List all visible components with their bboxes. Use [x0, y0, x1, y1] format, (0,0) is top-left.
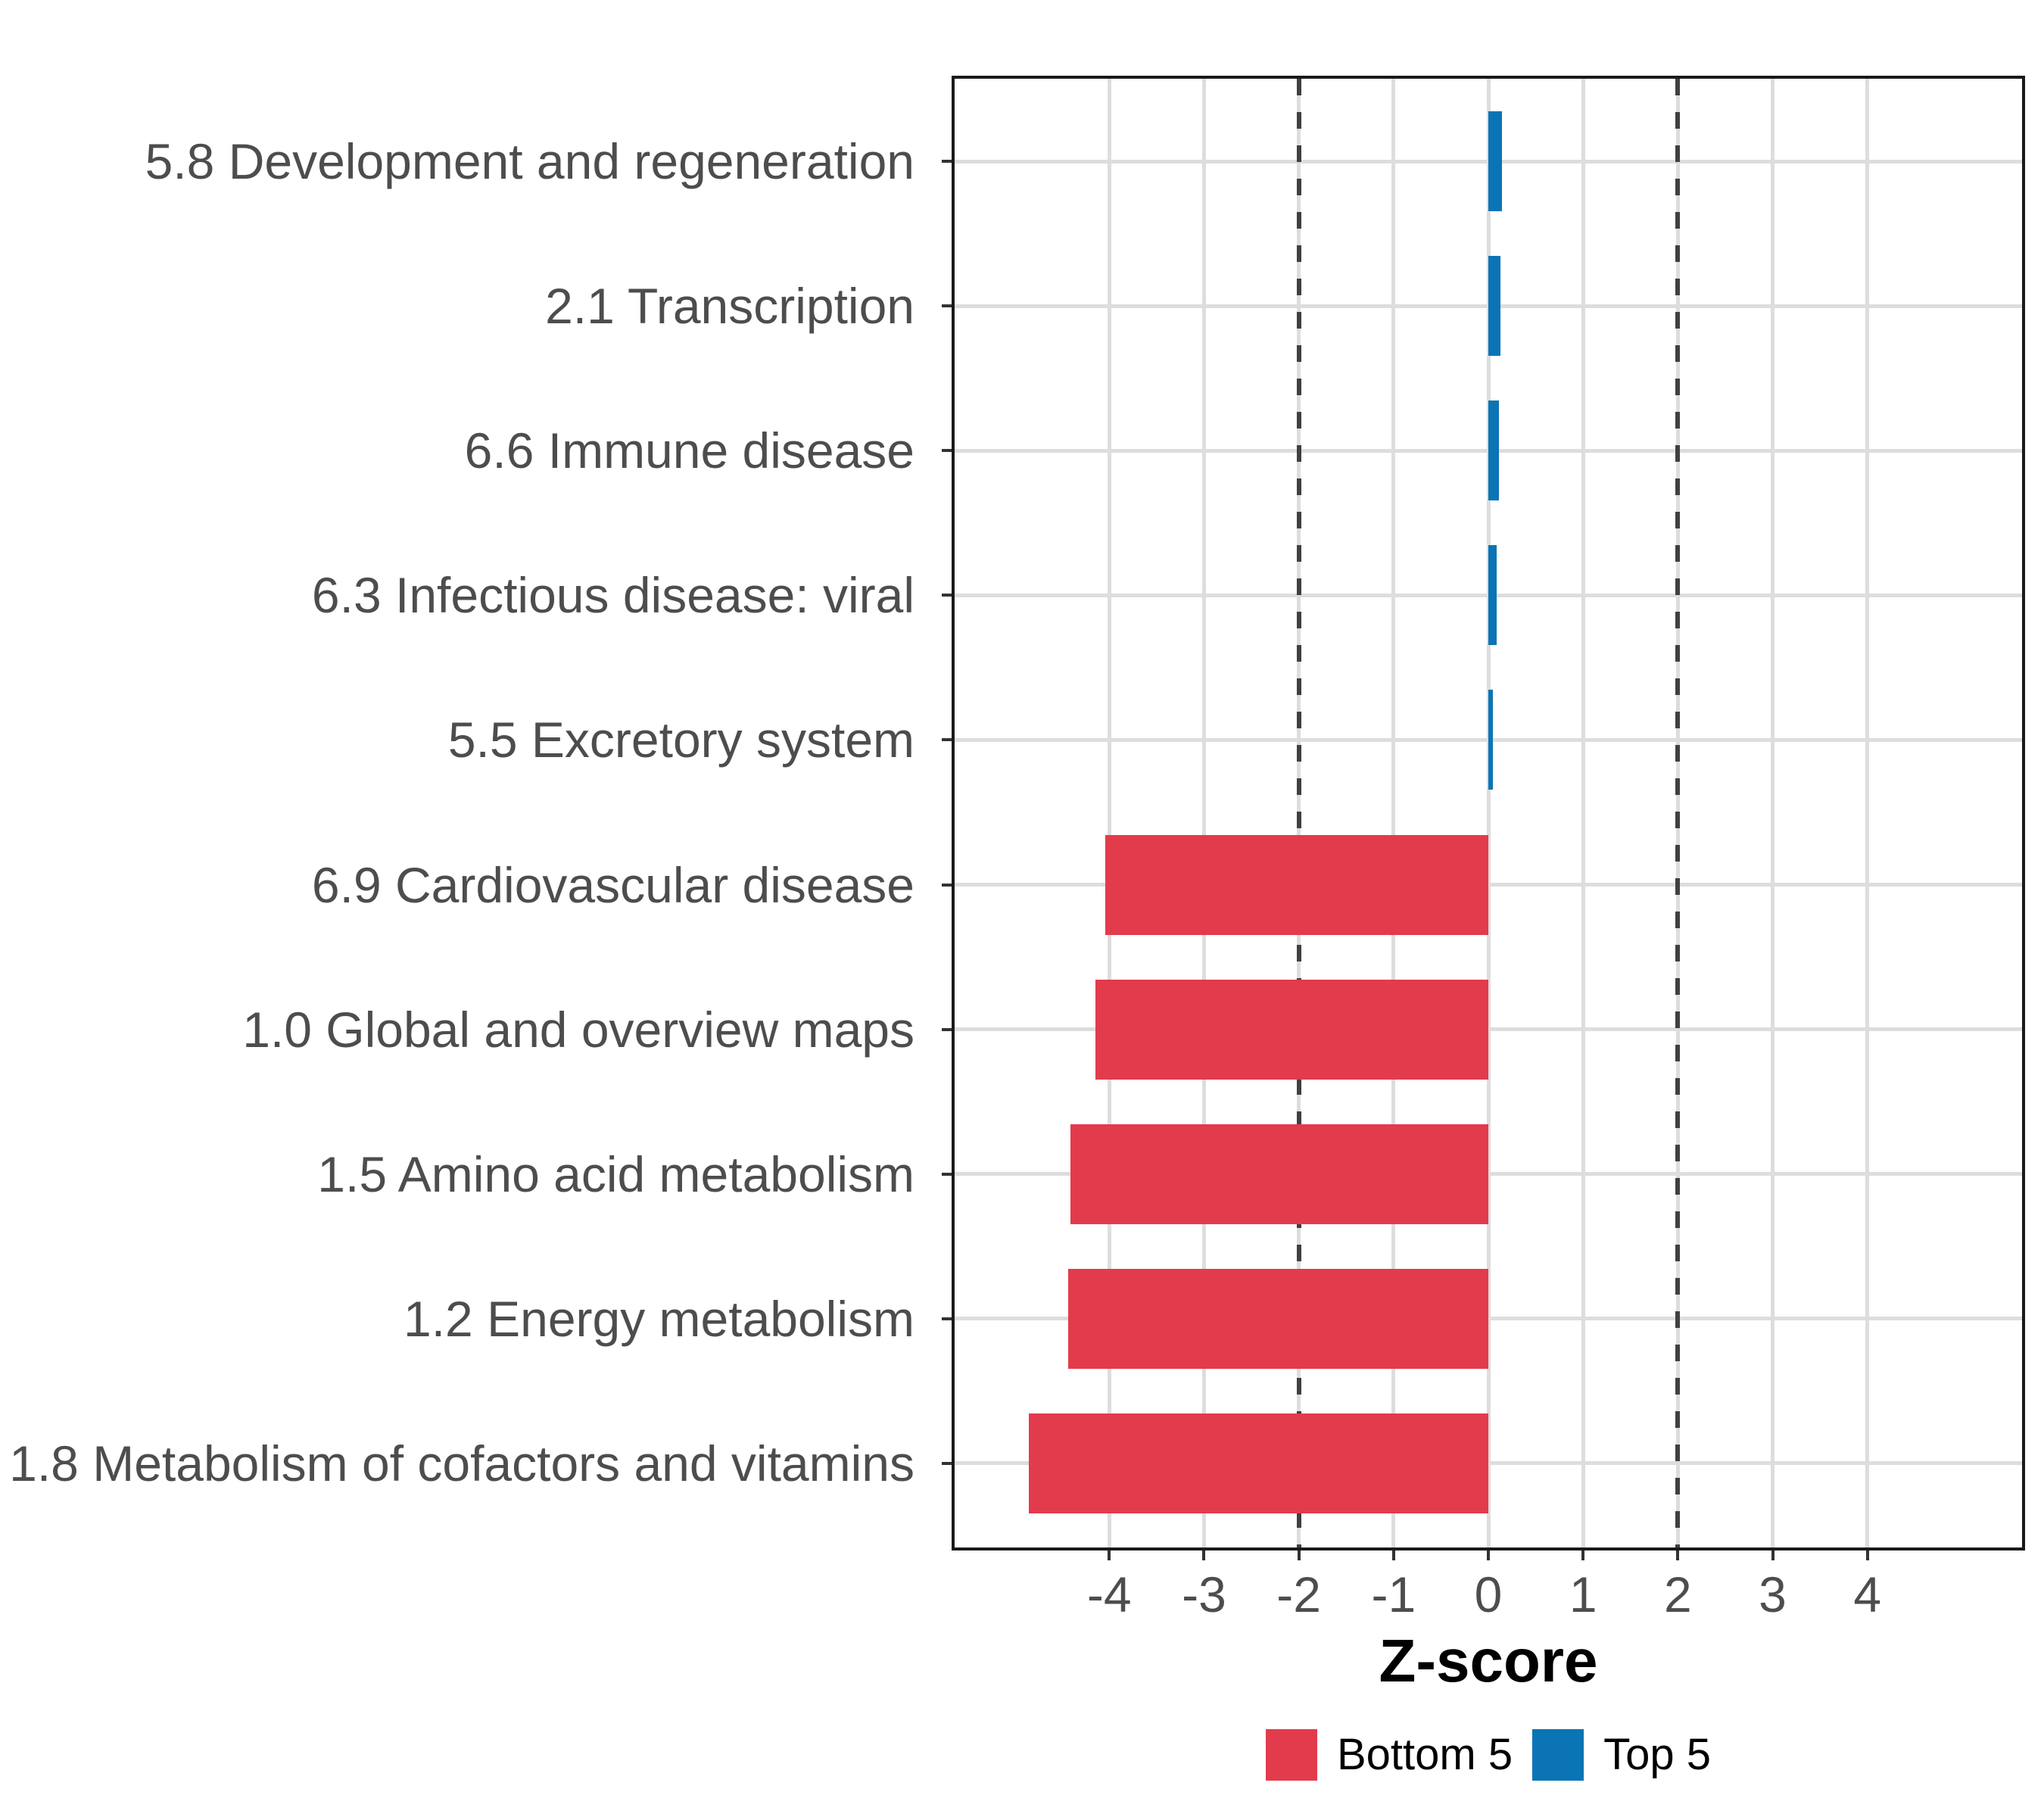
bar-top5: [1488, 690, 1494, 790]
gridline-x: [1865, 79, 1870, 1547]
bar-bottom5: [1070, 1124, 1488, 1224]
x-tick-label: 3: [1759, 1566, 1787, 1622]
x-tick-label: 0: [1474, 1566, 1503, 1622]
bar-bottom5: [1028, 1413, 1488, 1513]
x-tick-mark: [1297, 1551, 1301, 1560]
x-tick-mark: [1771, 1551, 1774, 1560]
legend-label-top5: Top 5: [1603, 1730, 1711, 1779]
y-tick-mark: [942, 738, 952, 742]
bar-top5: [1488, 545, 1497, 646]
gridline-x: [1771, 79, 1775, 1547]
x-tick-label: -3: [1182, 1566, 1226, 1622]
gridline-y: [955, 1172, 2022, 1177]
y-axis-label: 2.1 Transcription: [545, 278, 915, 335]
y-axis-label: 1.8 Metabolism of cofactors and vitamins: [9, 1435, 915, 1491]
bar-bottom5: [1095, 979, 1488, 1080]
y-tick-mark: [942, 1027, 952, 1031]
legend-swatch-bottom5: [1265, 1729, 1317, 1781]
y-axis-label: 6.9 Cardiovascular disease: [311, 856, 915, 913]
bar-top5: [1488, 256, 1501, 357]
x-tick-label: -4: [1086, 1566, 1132, 1622]
x-tick-mark: [1202, 1551, 1206, 1560]
y-tick-mark: [942, 304, 952, 308]
bar-top5: [1488, 400, 1499, 501]
x-tick-label: -2: [1276, 1566, 1321, 1622]
gridline-y: [955, 1461, 2022, 1466]
gridline-y: [955, 883, 2022, 887]
legend-item-bottom5: Bottom 5: [1265, 1729, 1513, 1781]
gridline-x: [1486, 79, 1491, 1547]
y-tick-mark: [942, 1317, 952, 1320]
x-tick-mark: [1865, 1551, 1869, 1560]
y-axis-label: 6.3 Infectious disease: viral: [311, 567, 915, 624]
legend-swatch-top5: [1532, 1729, 1584, 1781]
gridline-x: [1201, 79, 1206, 1547]
x-tick-label: 2: [1664, 1566, 1692, 1622]
y-tick-mark: [942, 883, 952, 887]
gridline-x: [1391, 79, 1396, 1547]
gridline-x: [1107, 79, 1111, 1547]
gridline-x: [1581, 79, 1585, 1547]
legend-label-bottom5: Bottom 5: [1336, 1730, 1513, 1779]
y-axis-label: 1.0 Global and overview maps: [242, 1001, 915, 1058]
reference-line: [1296, 79, 1301, 1547]
legend-item-top5: Top 5: [1532, 1729, 1711, 1781]
x-tick-mark: [1581, 1551, 1585, 1560]
bar-bottom5: [1105, 834, 1488, 935]
y-tick-mark: [942, 1461, 952, 1465]
y-axis-label: 1.5 Amino acid metabolism: [317, 1145, 915, 1202]
y-tick-mark: [942, 449, 952, 453]
x-tick-mark: [1487, 1551, 1490, 1560]
y-axis-label: 6.6 Immune disease: [464, 422, 915, 479]
gridline-y: [955, 1027, 2022, 1032]
x-tick-label: 4: [1853, 1566, 1882, 1622]
bar-bottom5: [1068, 1268, 1488, 1369]
x-tick-mark: [1391, 1551, 1395, 1560]
y-tick-mark: [942, 160, 952, 163]
y-tick-mark: [942, 594, 952, 597]
x-axis-title: Z-score: [1379, 1627, 1598, 1694]
legend: Bottom 5 Top 5: [952, 1729, 2025, 1781]
bar-top5: [1488, 111, 1502, 211]
x-tick-mark: [1108, 1551, 1111, 1560]
x-tick-mark: [1676, 1551, 1680, 1560]
reference-line: [1675, 79, 1681, 1547]
y-axis-label: 5.8 Development and regeneration: [145, 133, 915, 189]
gridline-y: [955, 1317, 2022, 1321]
x-tick-label: -1: [1371, 1566, 1416, 1622]
y-tick-mark: [942, 1172, 952, 1176]
y-axis-label: 1.2 Energy metabolism: [404, 1290, 915, 1347]
y-axis-label: 5.5 Excretory system: [447, 712, 915, 768]
x-tick-label: 1: [1569, 1566, 1597, 1622]
plot-panel: [952, 76, 2025, 1551]
